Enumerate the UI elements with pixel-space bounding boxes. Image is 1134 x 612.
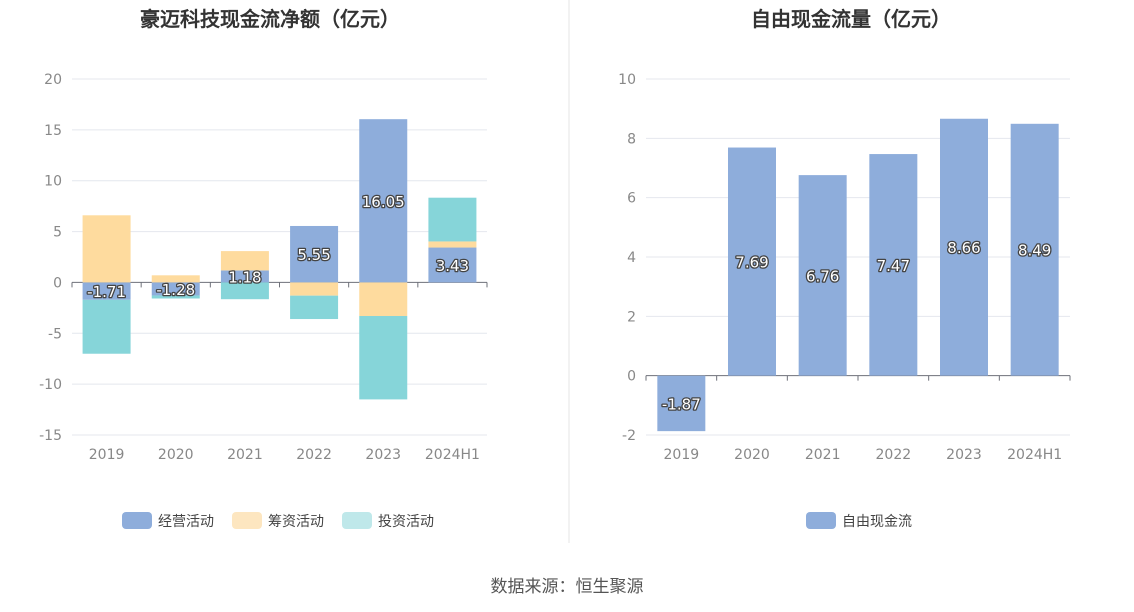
cashflow-y-ticks: -15 -10 -5 0 5 10 15 20 bbox=[39, 72, 62, 444]
y-tick-label: 2 bbox=[627, 309, 636, 325]
bar-1 bbox=[359, 119, 408, 283]
bar-2 bbox=[290, 282, 339, 296]
bar-1 bbox=[798, 175, 847, 376]
x-tick-label: 2020 bbox=[734, 447, 770, 463]
y-tick-label: 6 bbox=[627, 191, 636, 207]
bar-3 bbox=[428, 197, 477, 242]
legend-item: 自由现金流 bbox=[806, 512, 912, 530]
cashflow-chart: 豪迈科技现金流净额（亿元） -1.71 -1.28 1.18 5.55 16.05 3.4… bbox=[39, 7, 488, 530]
bar-3 bbox=[82, 299, 131, 354]
x-tick-label: 2024H1 bbox=[1007, 447, 1062, 463]
cashflow-bars bbox=[82, 119, 477, 400]
y-tick-label: 10 bbox=[618, 72, 636, 88]
y-tick-label: -10 bbox=[39, 377, 62, 393]
x-tick-label: 2019 bbox=[664, 447, 700, 463]
x-tick-label: 2019 bbox=[89, 447, 125, 463]
x-tick-label: 2020 bbox=[158, 447, 194, 463]
y-tick-label: 0 bbox=[627, 369, 636, 385]
x-tick-label: 2022 bbox=[296, 447, 332, 463]
free-cashflow-chart: 自由现金流量（亿元） -1.877.696.767.478.66 8.49 201… bbox=[618, 7, 1071, 530]
data-label: -1.87 bbox=[662, 395, 701, 413]
y-tick-label: -2 bbox=[622, 428, 636, 444]
cashflow-data-labels: -1.71 -1.28 1.18 5.55 16.05 3.43 bbox=[86, 192, 471, 303]
bar-3 bbox=[359, 315, 408, 400]
cashflow-x-ticks: 2019 2020 2021 2022 2023 2024H1 bbox=[89, 447, 480, 463]
legend-label: 筹资活动 bbox=[268, 513, 324, 530]
cashflow-legend: 经营活动 筹资活动 投资活动 bbox=[122, 512, 434, 530]
data-label: -1.28 bbox=[156, 281, 195, 299]
y-tick-label: 5 bbox=[53, 225, 62, 241]
bar-3 bbox=[220, 282, 269, 300]
legend-label: 经营活动 bbox=[158, 514, 214, 530]
legend-label: 投资活动 bbox=[378, 514, 434, 530]
legend-swatch bbox=[232, 512, 262, 529]
x-tick-label: 2023 bbox=[946, 447, 982, 463]
y-tick-label: 10 bbox=[44, 174, 62, 190]
data-label: 8.49 bbox=[1018, 242, 1051, 260]
legend-item: 筹资活动 bbox=[232, 512, 324, 530]
bar-3 bbox=[151, 295, 200, 299]
bar-2 bbox=[82, 215, 131, 283]
y-tick-label: -5 bbox=[48, 326, 62, 342]
bar-1 bbox=[657, 375, 706, 432]
legend-label: 自由现金流 bbox=[842, 514, 912, 530]
legend-swatch bbox=[806, 512, 836, 529]
free-cashflow-bars bbox=[657, 118, 1059, 432]
bar-2 bbox=[151, 275, 200, 283]
legend-swatch bbox=[122, 512, 152, 529]
legend-swatch bbox=[342, 512, 372, 529]
bar-1 bbox=[428, 247, 477, 283]
data-label: -1.71 bbox=[87, 283, 126, 301]
data-label: 1.18 bbox=[228, 268, 261, 286]
bar-1 bbox=[290, 225, 339, 283]
bar-1 bbox=[1010, 123, 1059, 376]
data-label: 16.05 bbox=[362, 193, 405, 211]
bar-1 bbox=[940, 118, 988, 376]
bar-3 bbox=[290, 295, 339, 320]
x-tick-label: 2021 bbox=[227, 447, 263, 463]
y-tick-label: 20 bbox=[44, 72, 62, 88]
data-label: 8.66 bbox=[947, 239, 980, 257]
data-label: 5.55 bbox=[297, 246, 330, 264]
free-cashflow-x-ticks: 2019 2020 2021 2022 2023 2024H1 bbox=[664, 447, 1063, 463]
cashflow-chart-title: 豪迈科技现金流净额（亿元） bbox=[140, 7, 400, 31]
bar-1 bbox=[151, 282, 200, 296]
y-tick-label: 8 bbox=[627, 131, 636, 147]
legend-item: 投资活动 bbox=[342, 512, 434, 530]
y-tick-label: 15 bbox=[44, 123, 62, 139]
free-cashflow-chart-title: 自由现金流量（亿元） bbox=[751, 7, 951, 31]
bar-1 bbox=[869, 154, 918, 376]
legend-item: 经营活动 bbox=[122, 512, 214, 530]
data-label: 3.43 bbox=[436, 257, 469, 275]
bar-2 bbox=[428, 241, 477, 248]
y-tick-label: -15 bbox=[39, 428, 62, 444]
free-cashflow-grid bbox=[645, 78, 1071, 436]
free-cashflow-data-labels: -1.87 7.69 6.76 7.47 8.66 8.49 bbox=[661, 238, 1053, 415]
x-tick-label: 2021 bbox=[805, 447, 841, 463]
free-cashflow-y-ticks: -2 0 2 4 6 8 10 bbox=[618, 72, 636, 444]
bar-1 bbox=[220, 270, 269, 283]
y-tick-label: 0 bbox=[53, 275, 62, 291]
bar-1 bbox=[728, 147, 776, 376]
x-tick-label: 2024H1 bbox=[425, 447, 480, 463]
bar-2 bbox=[359, 282, 408, 316]
x-tick-label: 2023 bbox=[365, 447, 401, 463]
x-tick-label: 2022 bbox=[876, 447, 912, 463]
data-label: 6.76 bbox=[806, 267, 839, 285]
y-tick-label: 4 bbox=[627, 250, 636, 266]
data-label: 7.69 bbox=[735, 254, 768, 272]
cashflow-grid bbox=[71, 78, 488, 436]
free-cashflow-legend: 自由现金流 bbox=[806, 512, 912, 530]
bar-1 bbox=[82, 282, 131, 300]
data-source: 数据来源：恒生聚源 bbox=[491, 577, 644, 597]
data-label: 7.47 bbox=[877, 257, 910, 275]
bar-2 bbox=[220, 251, 269, 271]
